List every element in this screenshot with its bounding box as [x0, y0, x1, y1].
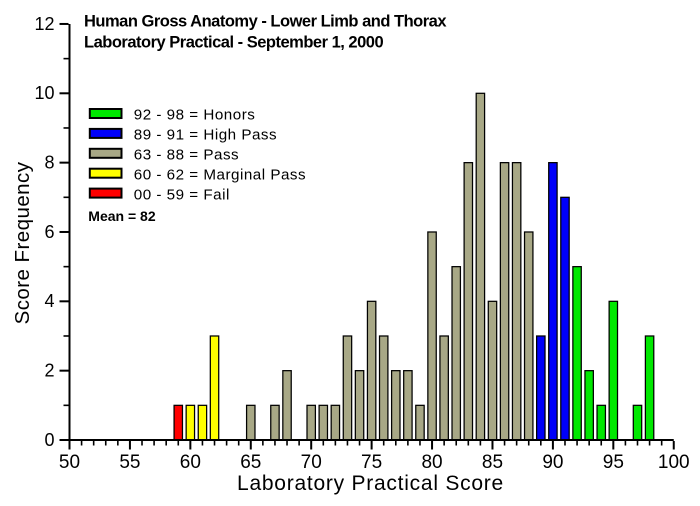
svg-text:85: 85	[482, 452, 503, 473]
svg-text:100: 100	[658, 452, 690, 473]
svg-text:4: 4	[44, 291, 54, 311]
svg-text:90: 90	[542, 452, 563, 473]
svg-text:80: 80	[421, 452, 442, 473]
svg-text:65: 65	[240, 452, 261, 473]
svg-text:6: 6	[44, 222, 54, 242]
svg-text:95: 95	[603, 452, 624, 473]
svg-text:Mean = 82: Mean = 82	[88, 208, 156, 224]
svg-text:63 - 88 = Pass: 63 - 88 = Pass	[134, 147, 239, 164]
svg-text:10: 10	[34, 83, 54, 103]
svg-text:60: 60	[180, 452, 201, 473]
svg-text:50: 50	[59, 452, 80, 473]
svg-text:12: 12	[34, 14, 54, 34]
svg-text:89 - 91 = High Pass: 89 - 91 = High Pass	[134, 127, 277, 144]
svg-text:Laboratory Practical Score: Laboratory Practical Score	[237, 472, 504, 495]
svg-text:Score Frequency: Score Frequency	[11, 161, 34, 324]
svg-text:8: 8	[44, 152, 54, 172]
svg-text:70: 70	[301, 452, 322, 473]
svg-text:Laboratory Practical - Septemb: Laboratory Practical - September 1, 2000	[84, 34, 383, 52]
svg-text:92 - 98 = Honors: 92 - 98 = Honors	[134, 107, 256, 124]
svg-text:0: 0	[44, 430, 54, 450]
svg-text:00 - 59 = Fail: 00 - 59 = Fail	[134, 186, 230, 203]
svg-text:2: 2	[44, 360, 54, 380]
svg-text:55: 55	[119, 452, 140, 473]
svg-text:Human Gross Anatomy - Lower Li: Human Gross Anatomy - Lower Limb and Tho…	[84, 13, 447, 31]
svg-text:60 - 62 = Marginal Pass: 60 - 62 = Marginal Pass	[134, 166, 306, 183]
svg-text:75: 75	[361, 452, 382, 473]
